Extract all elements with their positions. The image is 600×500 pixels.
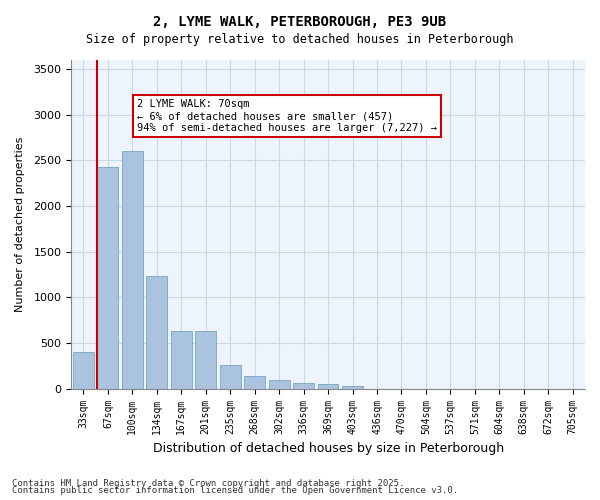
Bar xyxy=(317,384,338,388)
Text: 2 LYME WALK: 70sqm
← 6% of detached houses are smaller (457)
94% of semi-detache: 2 LYME WALK: 70sqm ← 6% of detached hous… xyxy=(137,100,437,132)
Bar xyxy=(146,276,167,388)
Bar xyxy=(244,376,265,388)
Text: Size of property relative to detached houses in Peterborough: Size of property relative to detached ho… xyxy=(86,32,514,46)
Text: Contains HM Land Registry data © Crown copyright and database right 2025.: Contains HM Land Registry data © Crown c… xyxy=(12,478,404,488)
Bar xyxy=(293,383,314,388)
Bar xyxy=(171,331,191,388)
Bar xyxy=(342,386,363,388)
Text: Contains public sector information licensed under the Open Government Licence v3: Contains public sector information licen… xyxy=(12,486,458,495)
Bar xyxy=(73,352,94,389)
Bar xyxy=(196,331,216,388)
Y-axis label: Number of detached properties: Number of detached properties xyxy=(15,136,25,312)
X-axis label: Distribution of detached houses by size in Peterborough: Distribution of detached houses by size … xyxy=(152,442,503,455)
Bar xyxy=(122,152,143,388)
Bar xyxy=(220,365,241,388)
Bar xyxy=(269,380,290,388)
Bar xyxy=(97,167,118,388)
Text: 2, LYME WALK, PETERBOROUGH, PE3 9UB: 2, LYME WALK, PETERBOROUGH, PE3 9UB xyxy=(154,15,446,29)
